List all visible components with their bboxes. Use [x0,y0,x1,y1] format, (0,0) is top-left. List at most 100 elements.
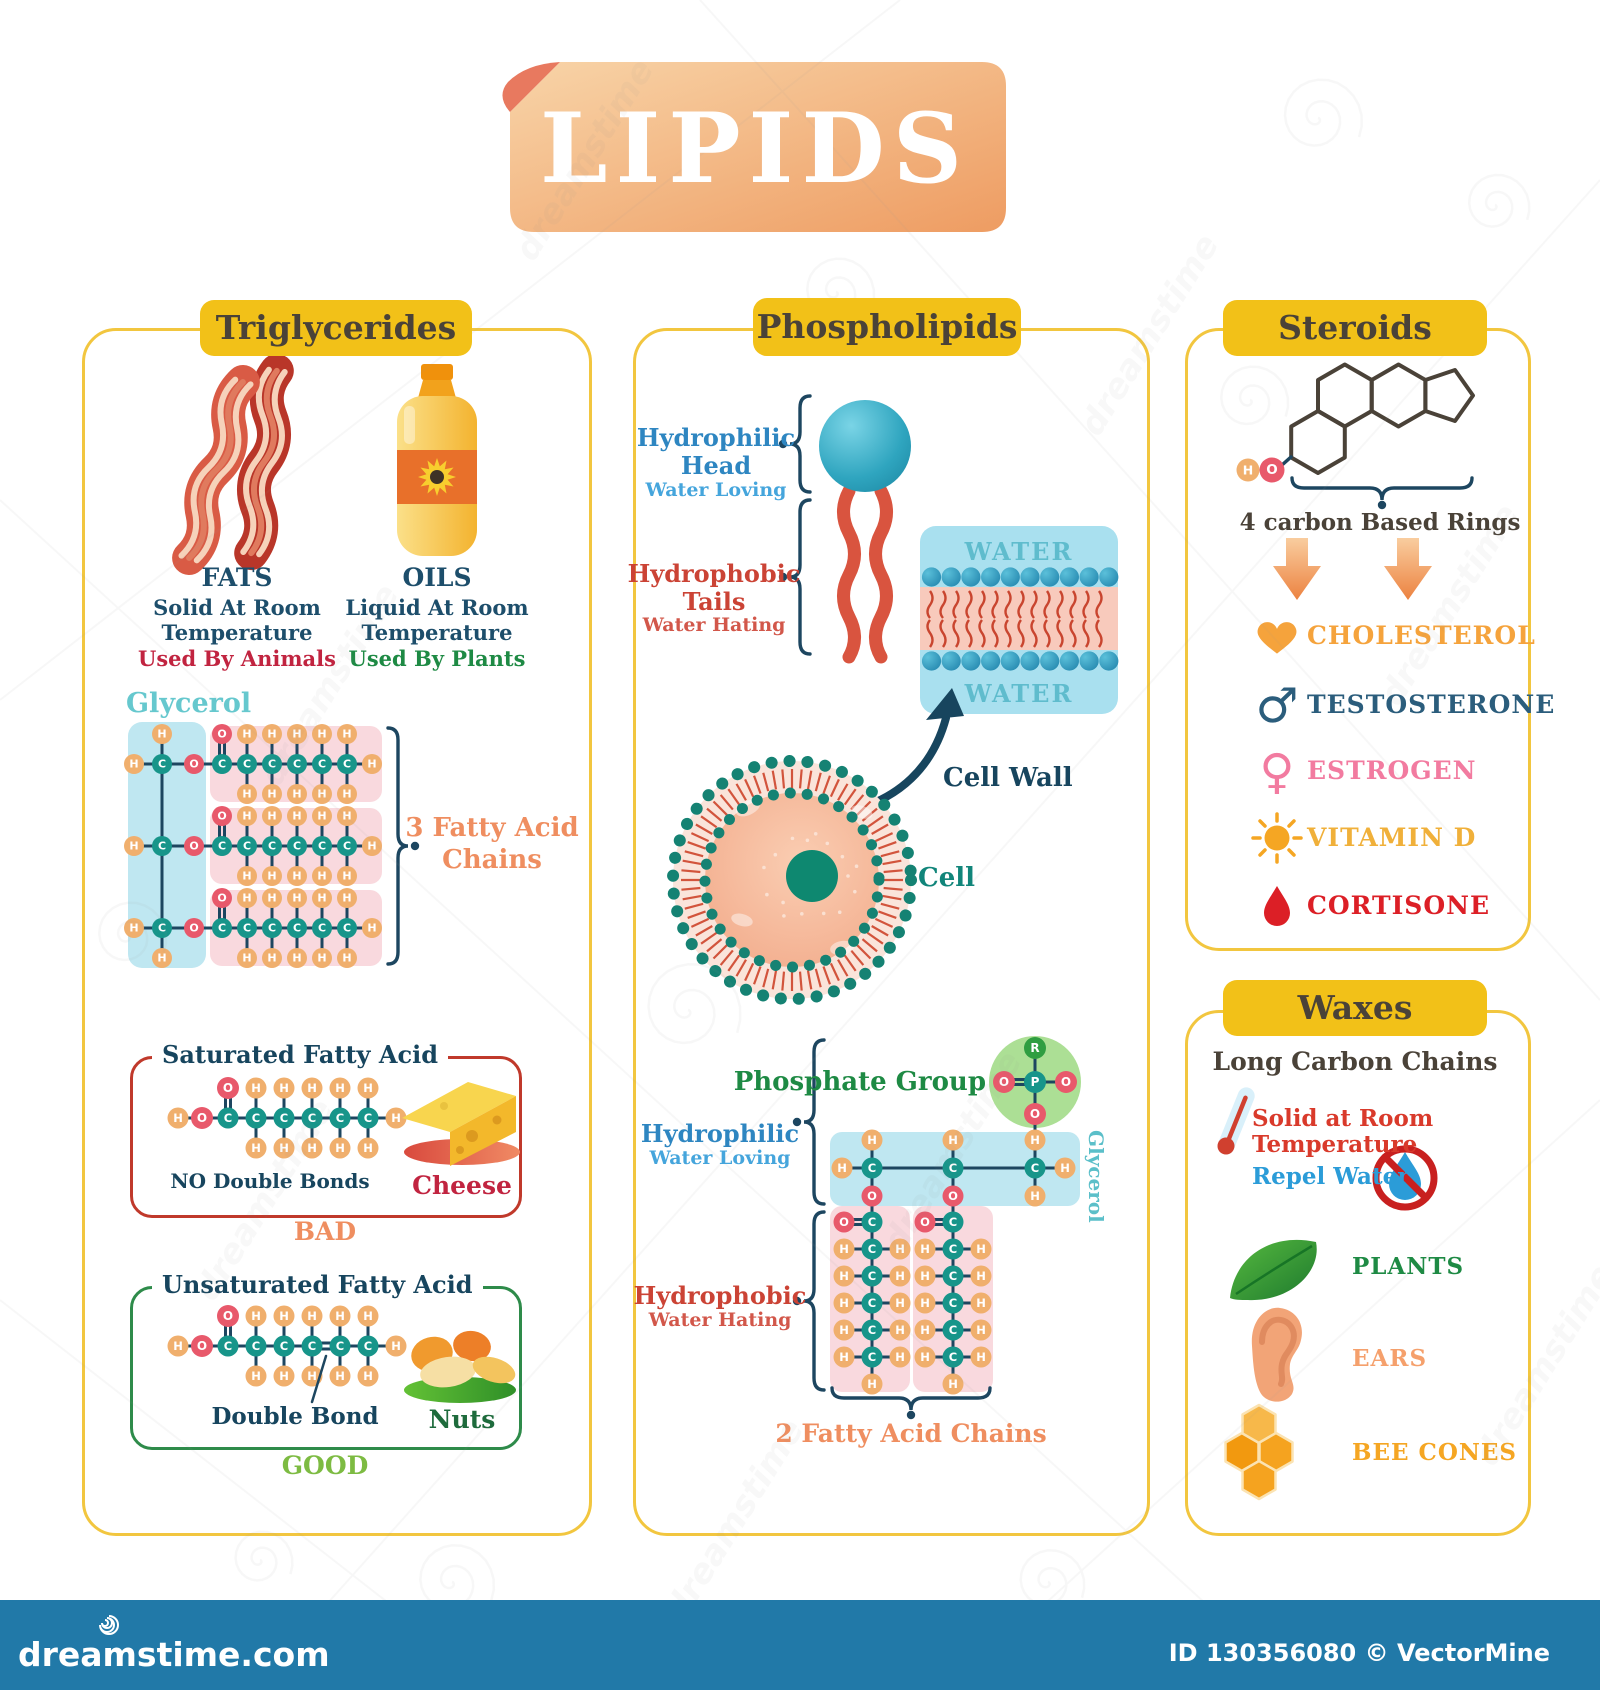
footer-spiral-icon [99,1615,119,1635]
oils-line1: Liquid At Room [345,595,529,620]
fatty-chains3-label-1: 3 Fatty Acid [405,813,579,843]
svg-text:C: C [293,922,301,935]
wax-item-label: Solid at Room Temperature [1252,1105,1434,1159]
svg-text:H: H [391,1111,401,1125]
svg-text:C: C [243,922,251,935]
svg-text:H: H [157,728,166,741]
svg-text:H: H [267,728,276,741]
svg-text:C: C [158,922,166,935]
svg-text:C: C [218,922,226,935]
oils-line3: Used By Plants [348,646,526,671]
svg-text:H: H [279,1369,289,1383]
svg-text:C: C [252,1339,260,1353]
phosphate-group-label: Phosphate Group [733,1067,986,1097]
svg-text:H: H [976,1269,986,1283]
svg-text:H: H [317,870,326,883]
heart-icon [1257,622,1297,654]
svg-text:C: C [949,1350,957,1364]
svg-text:O: O [920,1215,930,1229]
hydrophobic-title: Hydrophobic [627,559,801,588]
svg-text:H: H [267,892,276,905]
svg-text:C: C [949,1269,957,1283]
unsaturated-verdict: GOOD [281,1451,369,1480]
svg-text:P: P [1031,1075,1040,1089]
drop-icon [1264,886,1290,926]
bacon-icon [172,353,294,575]
svg-text:O: O [999,1075,1009,1089]
unsaturated-food-label: Nuts [428,1405,496,1434]
svg-text:C: C [343,758,351,771]
svg-text:C: C [343,922,351,935]
svg-text:C: C [868,1296,876,1310]
svg-text:O: O [197,1111,207,1125]
svg-text:H: H [867,1377,877,1391]
water-top-label: WATER [964,537,1074,566]
svg-text:O: O [1030,1107,1040,1121]
svg-text:H: H [251,1141,261,1155]
footer-logo: dreamstime.com [18,1635,330,1674]
saturated-verdict: BAD [293,1217,357,1246]
svg-text:O: O [217,728,226,741]
svg-text:O: O [217,892,226,905]
honeycomb-icon [1224,1403,1294,1501]
fats-label: FATS [201,563,273,592]
glycerol-mid-label: Glycerol [1084,1130,1108,1223]
thermometer-icon [1217,1087,1255,1155]
svg-text:H: H [895,1242,905,1256]
svg-text:C: C [280,1339,288,1353]
svg-text:H: H [173,1339,183,1353]
saturated-food-label: Cheese [412,1171,512,1200]
svg-text:C: C [158,758,166,771]
fatty-chains2-label: 2 Fatty Acid Chains [775,1419,1047,1448]
fatty-chains3-label-2: Chains [442,845,542,875]
svg-text:H: H [363,1369,373,1383]
svg-text:H: H [317,810,326,823]
svg-text:O: O [1061,1075,1071,1089]
cheese-icon [402,1082,520,1166]
svg-text:H: H [839,1242,849,1256]
svg-text:H: H [948,1133,958,1147]
svg-text:C: C [268,758,276,771]
svg-text:C: C [318,758,326,771]
svg-text:H: H [267,810,276,823]
wax-item-label: BEE CONES [1352,1439,1518,1466]
hydrophobic-desc: Water Hating [642,614,786,636]
svg-text:H: H [839,1296,849,1310]
svg-text:H: H [1030,1133,1040,1147]
wax-item-label: Repel Water [1252,1163,1410,1190]
svg-text:H: H [157,952,166,965]
svg-text:C: C [293,840,301,853]
hydrophilic-sub: Head [680,451,752,480]
svg-text:H: H [279,1309,289,1323]
svg-text:H: H [363,1081,373,1095]
svg-text:H: H [317,728,326,741]
svg-text:C: C [243,758,251,771]
svg-text:H: H [267,870,276,883]
svg-text:C: C [949,1215,957,1229]
svg-text:H: H [839,1350,849,1364]
steroid-item-label: VITAMIN D [1307,823,1477,852]
svg-text:♀: ♀ [1259,744,1294,800]
svg-text:H: H [251,1369,261,1383]
svg-text:H: H [242,892,251,905]
sun-icon [1251,812,1303,864]
svg-text:H: H [251,1309,261,1323]
wax-item-label: PLANTS [1352,1253,1465,1280]
oils-line2: Temperature [361,620,513,645]
svg-text:H: H [242,810,251,823]
svg-text:H: H [920,1269,930,1283]
svg-text:C: C [868,1215,876,1229]
svg-text:H: H [837,1161,847,1175]
svg-text:H: H [242,870,251,883]
svg-text:H: H [1243,463,1253,478]
svg-text:C: C [218,758,226,771]
svg-text:H: H [307,1369,317,1383]
water-bottom-label: WATER [964,679,1074,708]
leaf-icon [1230,1239,1317,1301]
unsaturated-title: Unsaturated Fatty Acid [152,1270,483,1299]
svg-text:H: H [895,1350,905,1364]
svg-text:H: H [129,758,138,771]
